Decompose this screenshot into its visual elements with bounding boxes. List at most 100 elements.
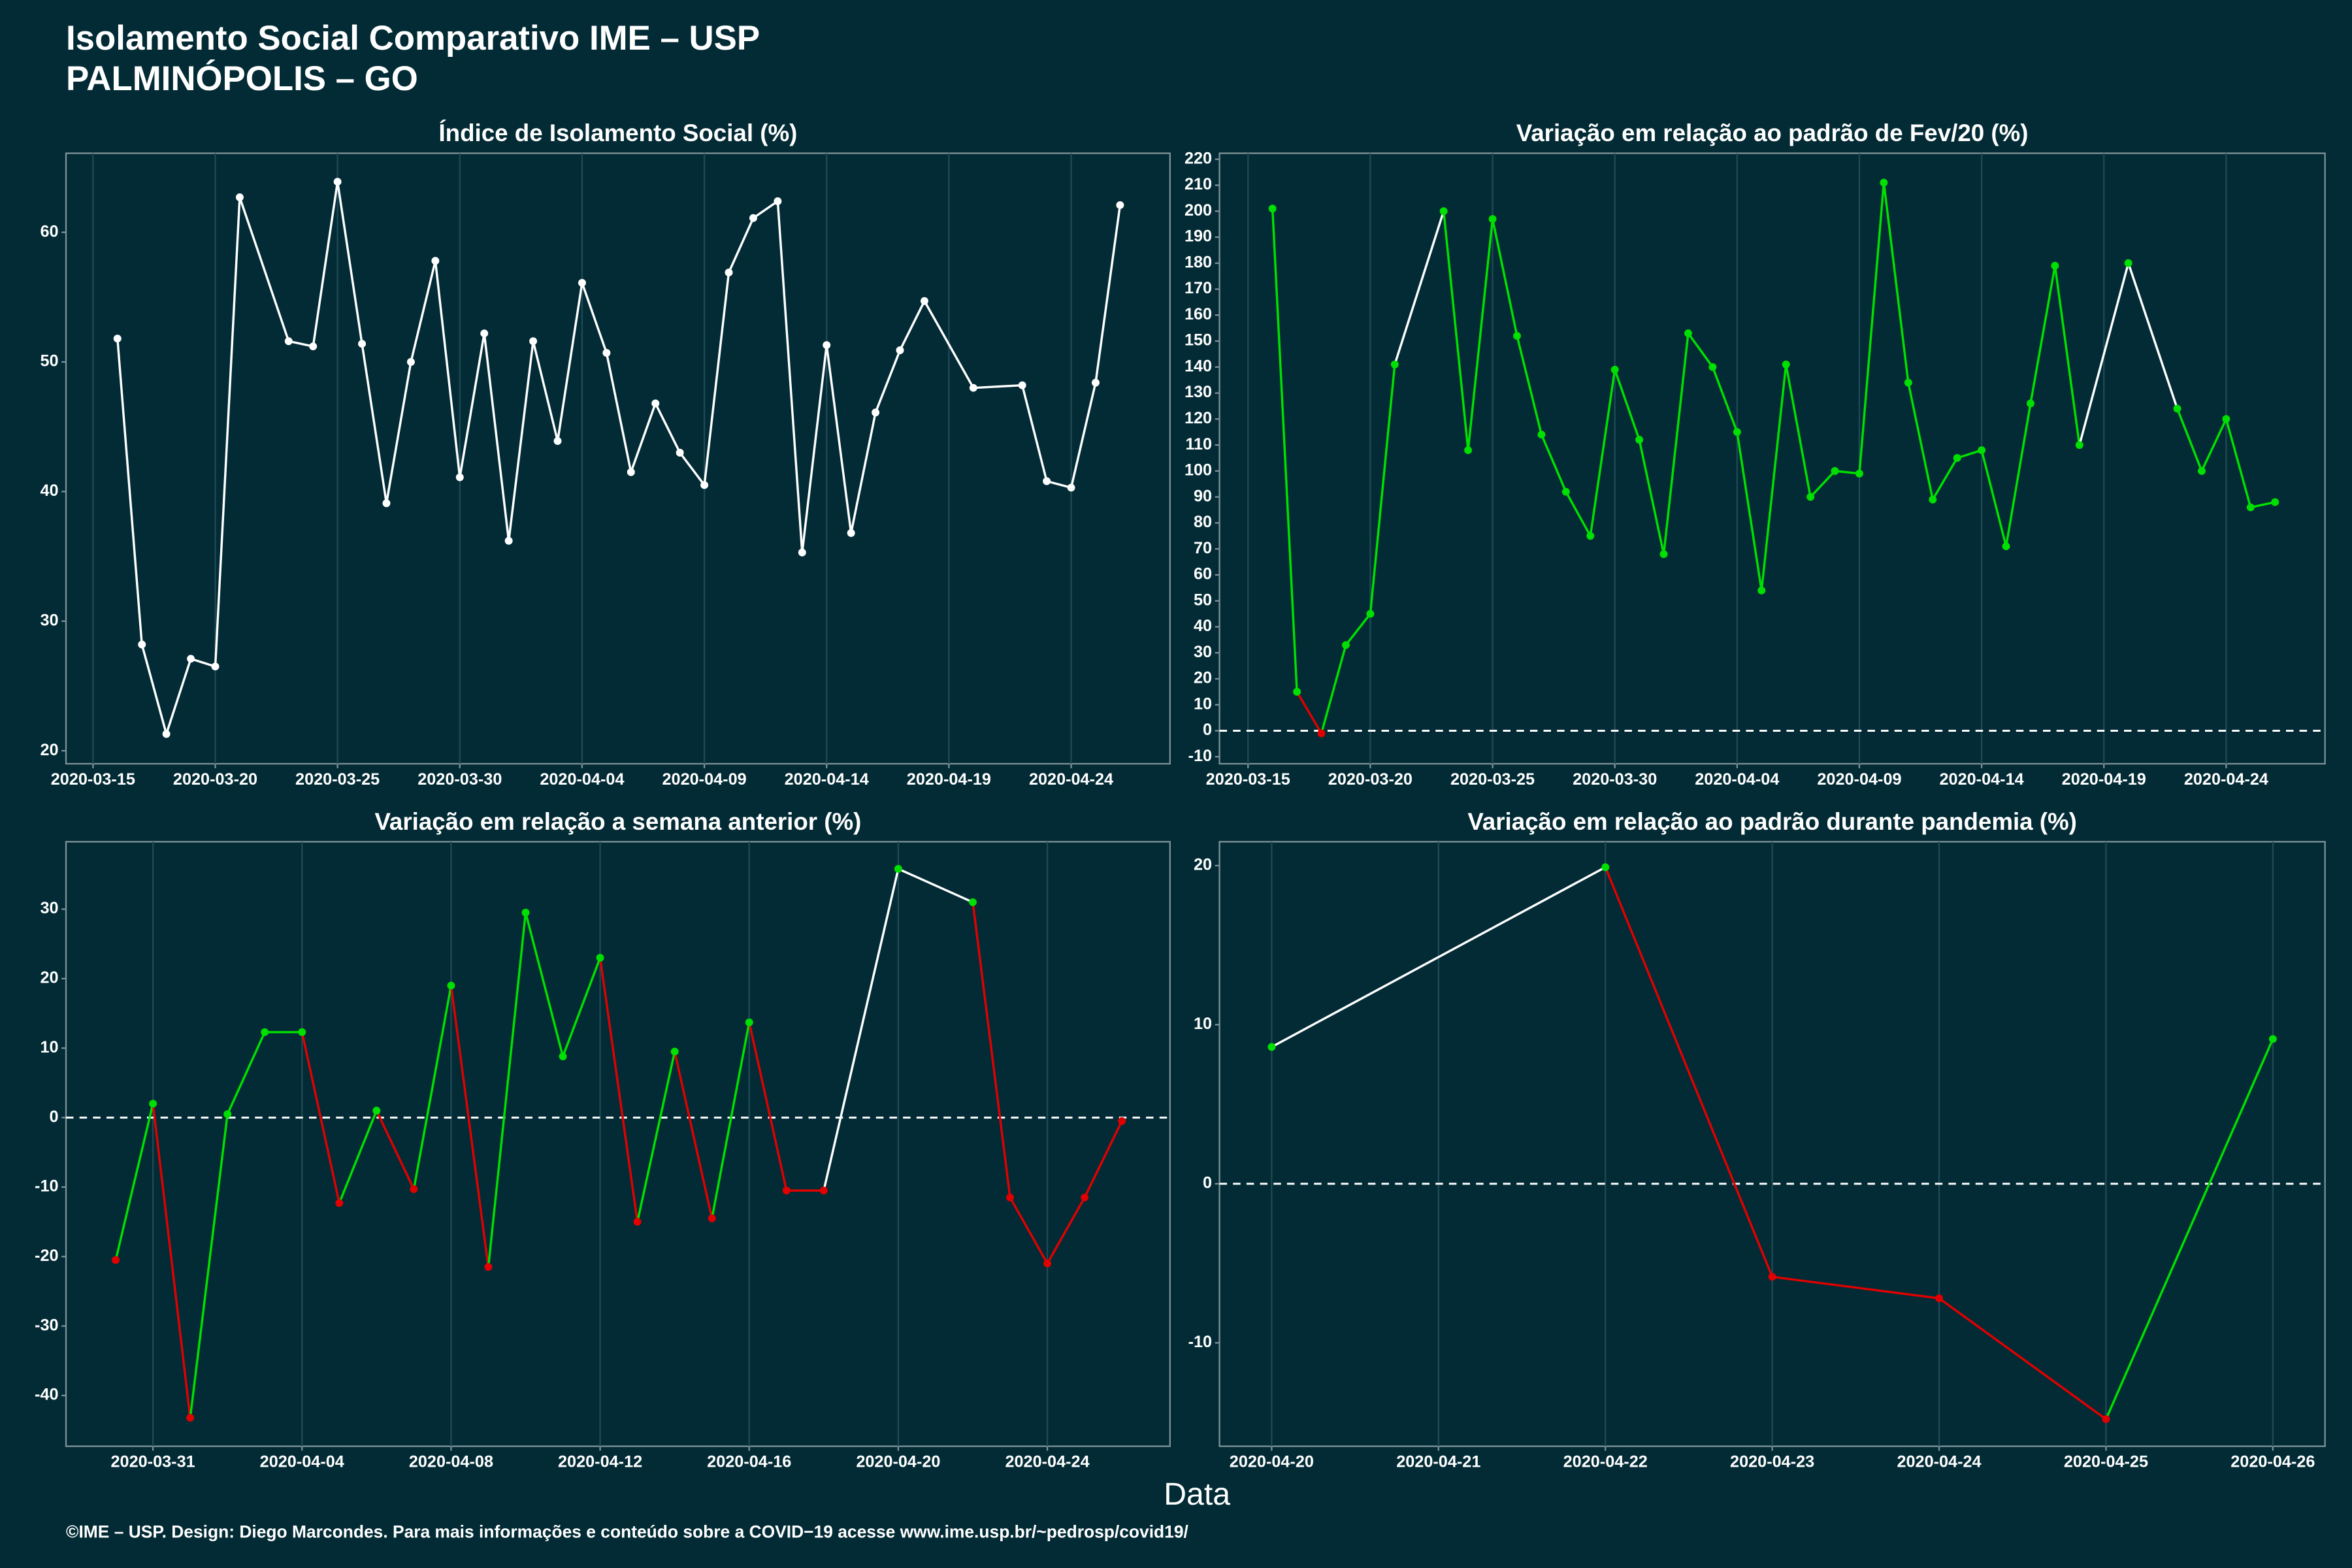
x-tick-label: 2020-04-09 [1817,770,1901,789]
data-point [529,337,538,346]
data-point [2075,441,2083,449]
data-point [1635,436,1644,444]
data-point [2124,259,2132,267]
data-point [2268,1035,2277,1043]
line-segment [561,957,602,1057]
data-point [749,214,757,222]
x-tick-label: 2020-03-15 [51,770,135,789]
x-tick-label: 2020-04-24 [1029,770,1113,789]
line-segment [1882,182,1910,383]
data-point [149,1100,157,1108]
data-point [484,1263,493,1271]
x-tick-label: 2020-03-30 [417,770,502,789]
line-segment [2250,500,2276,509]
data-point [162,730,171,738]
data-point [1782,360,1790,368]
line-segment [190,657,216,668]
line-segment [1296,691,1323,734]
line-segment [703,272,730,485]
data-point [1116,201,1124,209]
data-point [745,1018,753,1026]
line-segment [410,260,437,363]
data-point [2198,466,2206,475]
data-point [187,655,195,663]
x-tick-label: 2020-04-12 [558,1453,642,1471]
line-segment [1046,1197,1086,1264]
data-point [553,437,562,445]
data-point [1831,466,1839,475]
data-point [2246,503,2255,512]
data-point [1537,431,1546,439]
line-segment [973,384,1022,389]
data-point [1768,1273,1776,1281]
y-tick-label: 200 [1184,201,1212,220]
data-point [1043,477,1051,485]
y-tick-label: -10 [1188,747,1213,765]
data-point [211,662,220,671]
line-segment [1345,613,1371,646]
y-tick-label: 190 [1184,227,1212,246]
line-segment [2127,263,2179,409]
data-point [700,481,709,489]
data-point [1512,332,1521,340]
line-segment [679,451,706,486]
data-point [358,340,367,348]
footer: ©IME – USP. Design: Diego Marcondes. Par… [66,1522,1188,1542]
y-tick-label: 10 [1194,694,1212,713]
data-point [335,1199,344,1207]
x-tick-label: 2020-04-24 [2184,770,2268,789]
data-point [798,548,806,557]
data-point [627,468,635,476]
line-segment [1516,335,1543,435]
data-point [725,269,733,277]
y-tick-label: 50 [1194,591,1212,609]
line-segment [1809,470,1836,498]
panel-title: Variação em relação ao padrão durante pa… [1467,808,2077,835]
x-tick-label: 2020-04-24 [1005,1453,1089,1471]
line-segment [923,300,975,389]
data-point [969,384,977,392]
data-point [2173,404,2181,413]
line-segment [1009,1197,1049,1264]
line-segment [189,1114,229,1418]
x-tick-label: 2020-04-24 [1897,1453,1981,1471]
data-point [602,349,611,357]
y-tick-label: 10 [40,1038,58,1056]
line-segment [1540,434,1567,493]
y-tick-label: 10 [1194,1015,1212,1033]
data-point [455,473,464,482]
x-tick-label: 2020-04-25 [2064,1453,2148,1471]
panel-title: Variação em relação ao padrão de Fev/20 … [1516,120,2029,146]
line-segment [238,197,290,342]
data-point [670,1047,679,1056]
y-tick-label: 20 [40,741,58,759]
y-tick-label: 0 [49,1107,58,1126]
line-segment [1957,449,1982,459]
y-tick-label: 150 [1184,331,1212,350]
data-point [969,898,977,906]
data-point [1978,446,1986,455]
line-segment [1711,367,1739,433]
y-tick-label: 90 [1194,487,1212,505]
data-point [782,1186,791,1195]
data-point [774,197,782,205]
y-tick-label: 30 [1194,643,1212,661]
y-tick-label: -10 [35,1177,59,1196]
x-tick-label: 2020-04-26 [2230,1453,2315,1471]
line-segment [385,361,412,504]
line-segment [1046,480,1071,489]
line-segment [1980,449,2008,547]
data-point [1268,204,1277,213]
data-point [235,193,244,201]
line-segment [2078,263,2130,446]
data-point [186,1414,195,1422]
x-tick-label: 2020-03-31 [111,1453,195,1471]
x-tick-label: 2020-04-09 [662,770,747,789]
data-point [559,1053,567,1060]
y-tick-label: -40 [35,1386,59,1404]
y-tick-label: 40 [1194,617,1212,635]
line-segment [1491,218,1518,336]
x-tick-label: 2020-04-04 [540,770,624,789]
y-tick-label: -10 [1188,1333,1213,1351]
y-tick-label: 120 [1184,409,1212,427]
